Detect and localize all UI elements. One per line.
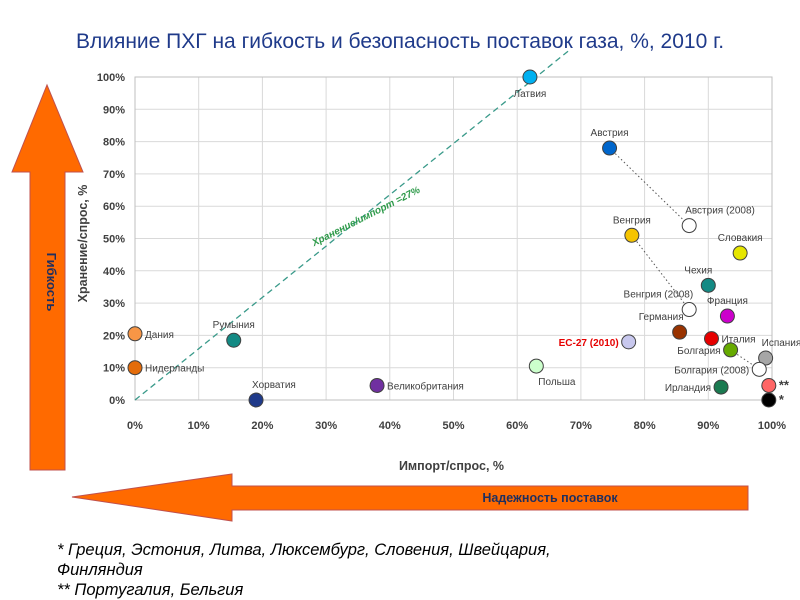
data-point — [127, 326, 143, 342]
plot-border — [134, 76, 773, 401]
data-label: ** — [779, 377, 790, 392]
data-point — [681, 218, 697, 234]
data-label: * — [779, 392, 785, 407]
data-point — [681, 302, 697, 318]
data-point — [713, 379, 729, 395]
data-point — [369, 377, 385, 393]
data-point — [751, 361, 767, 377]
footnote-line: Финляндия — [57, 561, 143, 579]
data-label: Нидерланды — [145, 364, 204, 375]
data-label: EC-27 (2010) — [559, 338, 619, 349]
data-labels: Латвия Австрия Австрия (2008) Словакия Венгр… — [145, 89, 800, 407]
data-point — [248, 392, 264, 408]
data-point — [226, 332, 242, 348]
y-tick-label: 30% — [103, 298, 125, 310]
data-point — [621, 334, 637, 350]
plot-area — [134, 76, 773, 401]
data-label: Венгрия — [613, 215, 651, 226]
y-tick-label: 80% — [103, 137, 125, 149]
data-point — [602, 140, 618, 156]
axes: 0% 10% 20% 30% 40% 50% 60% 70% 80% 90% 100% 0% 10% 20… — [76, 72, 786, 473]
y-tick-label: 50% — [103, 234, 125, 246]
data-label: Чехия — [684, 265, 712, 276]
data-label: Австрия (2008) — [685, 206, 755, 217]
y-tick-label: 20% — [103, 330, 125, 342]
y-tick-label: 0% — [109, 395, 125, 407]
data-point — [703, 331, 719, 347]
reference-line — [134, 50, 569, 401]
data-label: Болгария — [677, 346, 720, 357]
reference-line-group: Хранение/импорт =27% — [134, 50, 569, 401]
horizontal-arrow-label: Надежность поставок — [482, 491, 618, 505]
x-tick-label: 10% — [188, 420, 210, 432]
connector-line — [609, 147, 690, 226]
x-tick-label: 0% — [127, 420, 143, 432]
data-point — [672, 324, 688, 340]
y-tick-label: 90% — [103, 104, 125, 116]
data-point — [723, 342, 739, 358]
data-point — [522, 69, 538, 85]
data-point — [700, 277, 716, 293]
data-label: Хорватия — [252, 380, 296, 391]
data-label: Франция — [707, 296, 748, 307]
y-tick-label: 100% — [97, 72, 125, 84]
data-label: Австрия — [591, 128, 629, 139]
vertical-arrow-label: Гибкость — [44, 253, 59, 312]
data-point — [761, 377, 777, 393]
x-tick-label: 20% — [251, 420, 273, 432]
x-tick-label: 100% — [758, 420, 786, 432]
data-label: Латвия — [514, 89, 547, 100]
x-axis-title: Импорт/спрос, % — [399, 459, 504, 473]
data-label: Болгария (2008) — [674, 365, 749, 376]
page-title: Влияние ПХГ на гибкость и безопасность п… — [75, 30, 725, 53]
data-label: Польша — [538, 377, 576, 388]
footnote: * Греция, Эстония, Литва, Люксембург, Сл… — [57, 540, 787, 600]
data-label: Дания — [145, 330, 174, 341]
y-tick-label: 10% — [103, 363, 125, 375]
x-tick-label: 90% — [697, 420, 719, 432]
data-point — [624, 227, 640, 243]
y-axis-title: Хранение/спрос, % — [76, 185, 90, 303]
x-tick-label: 50% — [442, 420, 464, 432]
data-points — [127, 69, 777, 408]
data-label: Италия — [721, 335, 755, 346]
data-point — [127, 360, 143, 376]
data-point — [528, 358, 544, 374]
footnote-line: * Греция, Эстония, Литва, Люксембург, Сл… — [57, 541, 551, 559]
data-label: Словакия — [718, 233, 763, 244]
horizontal-arrow — [71, 473, 749, 522]
data-point — [719, 308, 735, 324]
data-label: Германия — [639, 312, 684, 323]
y-tick-label: 60% — [103, 201, 125, 213]
x-tick-label: 60% — [506, 420, 528, 432]
data-point — [732, 245, 748, 261]
x-tick-label: 80% — [634, 420, 656, 432]
x-tick-label: 40% — [379, 420, 401, 432]
data-point — [758, 350, 774, 366]
y-tick-label: 40% — [103, 266, 125, 278]
data-point — [761, 392, 777, 408]
data-label: Венгрия (2008) — [624, 290, 694, 301]
x-tick-label: 30% — [315, 420, 337, 432]
data-label: Великобритания — [387, 380, 464, 392]
x-tick-label: 70% — [570, 420, 592, 432]
y-tick-label: 70% — [103, 169, 125, 181]
data-label: Испания — [762, 338, 800, 349]
vertical-arrow — [11, 83, 84, 471]
data-label: Ирландия — [665, 383, 711, 394]
footnote-line: ** Португалия, Бельгия — [57, 581, 244, 599]
data-label: Румыния — [213, 320, 255, 331]
